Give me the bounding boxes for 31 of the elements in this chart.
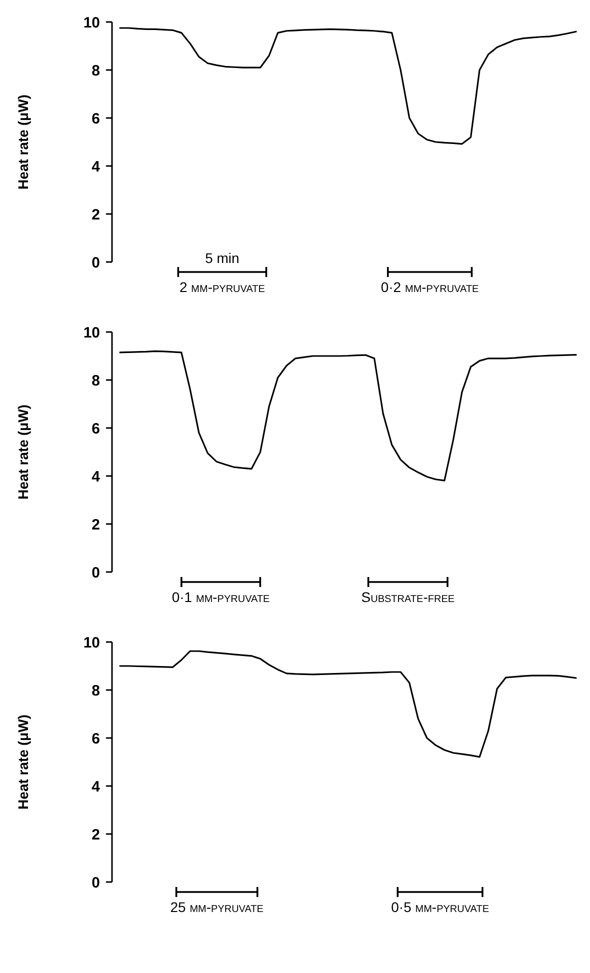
y-tick-label: 10 [83,324,100,342]
y-tick-label: 4 [92,468,101,486]
line-series [119,650,577,758]
text: 25 mm-pyruvate [170,899,264,915]
y-tick-label: 4 [92,778,101,796]
y-tick-label: 6 [92,110,100,128]
y-axis-title: Heat rate (μW) [15,404,31,500]
y-tick-label: 8 [92,682,100,700]
y-tick-label: 0 [92,874,100,892]
y-tick-label: 8 [92,372,100,390]
y-tick-label: 0 [92,564,100,582]
y-tick-label: 2 [92,516,100,534]
y-tick-label: 6 [92,730,100,748]
text: 2 mm-pyruvate [180,279,266,295]
y-tick-label: 10 [83,14,100,32]
y-tick-label: 4 [92,158,101,176]
y-axis-title: Heat rate (μW) [15,714,31,810]
annotation: 5 min [205,250,240,266]
text: Substrate-free [361,589,455,605]
y-tick-label: 10 [83,634,100,652]
y-axis-title: Heat rate (μW) [15,94,31,190]
text: 0·2 mm-pyruvate [380,279,480,295]
y-tick-label: 0 [92,254,100,272]
y-tick-label: 6 [92,420,100,438]
y-tick-label: 8 [92,62,100,80]
line-series [119,350,577,482]
line-series [119,27,577,145]
text: 0·5 mm-pyruvate [391,899,490,915]
text: 0·1 mm-pyruvate [172,589,270,605]
y-tick-label: 2 [92,826,100,844]
y-tick-label: 2 [92,206,100,224]
